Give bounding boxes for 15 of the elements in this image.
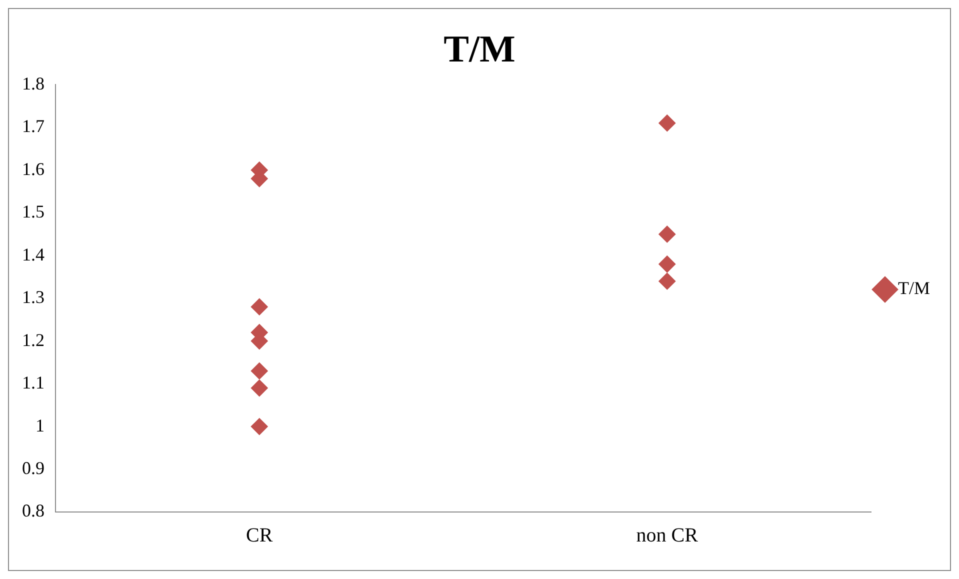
y-tick-label: 1.3 (22, 287, 44, 308)
y-tick-label: 1.2 (22, 330, 44, 350)
y-tick-label: 1.8 (22, 73, 44, 94)
y-tick-label: 0.9 (22, 458, 44, 478)
chart-title: T/M (444, 28, 516, 71)
y-tick-label: 1 (36, 415, 44, 436)
y-tick-label: 1.6 (22, 158, 44, 179)
y-tick-label: 0.8 (22, 500, 44, 521)
y-tick-label: 1.5 (22, 202, 44, 222)
x-tick-label: non CR (636, 524, 699, 546)
y-tick-label: 1.4 (22, 244, 44, 264)
x-tick-label: CR (246, 524, 274, 546)
y-tick-label: 1.1 (22, 372, 44, 393)
y-tick-label: 1.7 (22, 116, 44, 136)
legend-label: T/M (898, 278, 930, 298)
